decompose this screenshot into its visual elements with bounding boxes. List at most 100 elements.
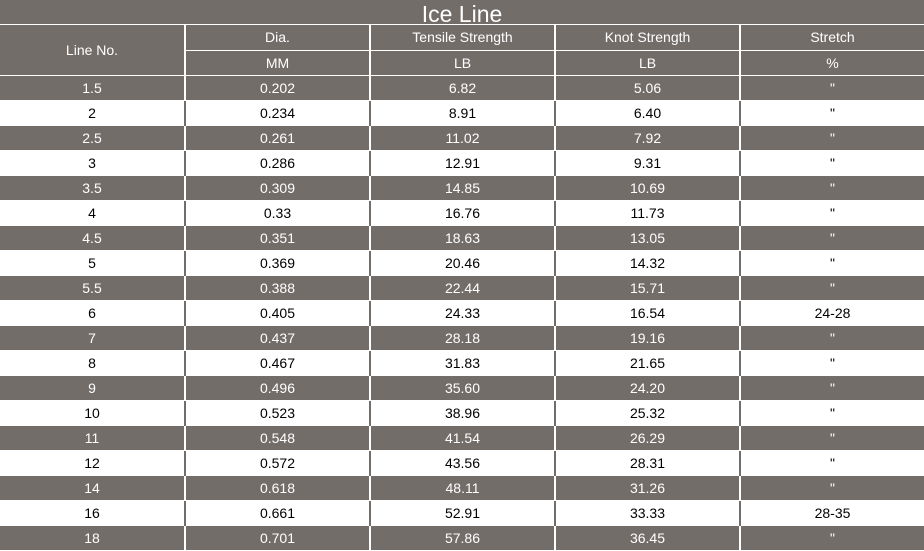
cell-knot: 19.16 [555, 325, 741, 351]
header-row: Line No. Dia. Tensile Strength Knot Stre… [0, 25, 924, 76]
cell-tensile: 57.86 [370, 525, 556, 551]
cell-tensile: 8.91 [370, 100, 556, 126]
cell-stretch: " [740, 275, 924, 301]
cell-stretch: " [740, 475, 924, 501]
cell-dia: 0.33 [185, 200, 371, 226]
cell-line: 3.5 [0, 175, 186, 201]
cell-knot: 26.29 [555, 425, 741, 451]
cell-tensile: 12.91 [370, 150, 556, 176]
unit-knot: LB [555, 50, 741, 76]
cell-tensile: 6.82 [370, 75, 556, 101]
table-row: 5 0.369 20.46 14.32 " [0, 250, 924, 276]
cell-knot: 9.31 [555, 150, 741, 176]
spec-table: Line No. Dia. Tensile Strength Knot Stre… [0, 25, 924, 551]
cell-stretch: " [740, 100, 924, 126]
cell-tensile: 22.44 [370, 275, 556, 301]
table-row: 5.5 0.388 22.44 15.71 " [0, 275, 924, 301]
cell-knot: 11.73 [555, 200, 741, 226]
cell-dia: 0.572 [185, 450, 371, 476]
table-row: 16 0.661 52.91 33.33 28-35 [0, 500, 924, 526]
cell-stretch: 28-35 [740, 500, 924, 526]
cell-tensile: 18.63 [370, 225, 556, 251]
table-row: 6 0.405 24.33 16.54 24-28 [0, 300, 924, 326]
cell-dia: 0.369 [185, 250, 371, 276]
cell-knot: 28.31 [555, 450, 741, 476]
cell-dia: 0.405 [185, 300, 371, 326]
cell-line: 8 [0, 350, 186, 376]
cell-knot: 21.65 [555, 350, 741, 376]
cell-stretch: " [740, 200, 924, 226]
cell-dia: 0.388 [185, 275, 371, 301]
cell-knot: 33.33 [555, 500, 741, 526]
cell-tensile: 20.46 [370, 250, 556, 276]
cell-tensile: 48.11 [370, 475, 556, 501]
cell-dia: 0.496 [185, 375, 371, 401]
table-row: 11 0.548 41.54 26.29 " [0, 425, 924, 451]
cell-dia: 0.618 [185, 475, 371, 501]
cell-line: 3 [0, 150, 186, 176]
cell-line: 5 [0, 250, 186, 276]
table-row: 18 0.701 57.86 36.45 " [0, 525, 924, 551]
cell-tensile: 35.60 [370, 375, 556, 401]
units-row: MM LB LB % [0, 50, 924, 76]
cell-line: 2.5 [0, 125, 186, 151]
cell-tensile: 43.56 [370, 450, 556, 476]
cell-dia: 0.548 [185, 425, 371, 451]
table-row: 10 0.523 38.96 25.32 " [0, 400, 924, 426]
table-row: 1.5 0.202 6.82 5.06 " [0, 75, 924, 101]
cell-line: 12 [0, 450, 186, 476]
cell-stretch: 24-28 [740, 300, 924, 326]
cell-knot: 5.06 [555, 75, 741, 101]
header-knot: Knot Strength [555, 25, 741, 51]
cell-stretch: " [740, 325, 924, 351]
header-dia: Dia. [185, 25, 371, 51]
cell-stretch: " [740, 250, 924, 276]
cell-knot: 14.32 [555, 250, 741, 276]
table-row: 12 0.572 43.56 28.31 " [0, 450, 924, 476]
cell-line: 9 [0, 375, 186, 401]
table-row: 4.5 0.351 18.63 13.05 " [0, 225, 924, 251]
table-title: Ice Line [0, 0, 924, 27]
cell-knot: 16.54 [555, 300, 741, 326]
cell-knot: 15.71 [555, 275, 741, 301]
cell-stretch: " [740, 525, 924, 551]
table-row: 8 0.467 31.83 21.65 " [0, 350, 924, 376]
cell-stretch: " [740, 225, 924, 251]
cell-knot: 24.20 [555, 375, 741, 401]
cell-tensile: 11.02 [370, 125, 556, 151]
cell-dia: 0.467 [185, 350, 371, 376]
cell-dia: 0.661 [185, 500, 371, 526]
cell-dia: 0.234 [185, 100, 371, 126]
table-row: 2.5 0.261 11.02 7.92 " [0, 125, 924, 151]
cell-tensile: 52.91 [370, 500, 556, 526]
cell-line: 11 [0, 425, 186, 451]
table-row: 9 0.496 35.60 24.20 " [0, 375, 924, 401]
unit-stretch: % [740, 50, 924, 76]
cell-tensile: 38.96 [370, 400, 556, 426]
table-row: 7 0.437 28.18 19.16 " [0, 325, 924, 351]
table-row: 3 0.286 12.91 9.31 " [0, 150, 924, 176]
cell-stretch: " [740, 75, 924, 101]
cell-line: 5.5 [0, 275, 186, 301]
cell-dia: 0.309 [185, 175, 371, 201]
cell-line: 18 [0, 525, 186, 551]
cell-dia: 0.286 [185, 150, 371, 176]
cell-dia: 0.261 [185, 125, 371, 151]
cell-line: 10 [0, 400, 186, 426]
unit-tensile: LB [370, 50, 556, 76]
cell-line: 4.5 [0, 225, 186, 251]
cell-line: 4 [0, 200, 186, 226]
table-row: 3.5 0.309 14.85 10.69 " [0, 175, 924, 201]
cell-line: 6 [0, 300, 186, 326]
cell-line: 1.5 [0, 75, 186, 101]
cell-line: 7 [0, 325, 186, 351]
cell-stretch: " [740, 450, 924, 476]
header-line-no: Line No. [0, 25, 186, 76]
cell-stretch: " [740, 400, 924, 426]
table-row: 2 0.234 8.91 6.40 " [0, 100, 924, 126]
cell-dia: 0.523 [185, 400, 371, 426]
cell-dia: 0.437 [185, 325, 371, 351]
table-row: 14 0.618 48.11 31.26 " [0, 475, 924, 501]
cell-line: 16 [0, 500, 186, 526]
